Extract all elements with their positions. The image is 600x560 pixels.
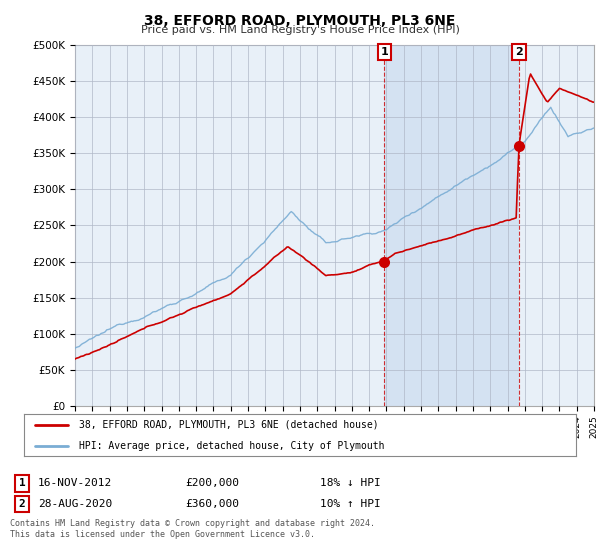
Text: 16-NOV-2012: 16-NOV-2012	[38, 478, 112, 488]
Text: 38, EFFORD ROAD, PLYMOUTH, PL3 6NE: 38, EFFORD ROAD, PLYMOUTH, PL3 6NE	[145, 14, 455, 28]
Text: 38, EFFORD ROAD, PLYMOUTH, PL3 6NE (detached house): 38, EFFORD ROAD, PLYMOUTH, PL3 6NE (deta…	[79, 420, 379, 430]
Text: £360,000: £360,000	[185, 499, 239, 509]
Text: 10% ↑ HPI: 10% ↑ HPI	[320, 499, 381, 509]
Text: £200,000: £200,000	[185, 478, 239, 488]
Text: 2: 2	[515, 47, 523, 57]
Text: Contains HM Land Registry data © Crown copyright and database right 2024.
This d: Contains HM Land Registry data © Crown c…	[10, 520, 375, 539]
Text: 18% ↓ HPI: 18% ↓ HPI	[320, 478, 381, 488]
Text: HPI: Average price, detached house, City of Plymouth: HPI: Average price, detached house, City…	[79, 441, 385, 451]
Text: 1: 1	[19, 478, 25, 488]
Text: 1: 1	[380, 47, 388, 57]
Text: 2: 2	[19, 499, 25, 509]
Bar	[385, 45, 519, 406]
Text: Price paid vs. HM Land Registry's House Price Index (HPI): Price paid vs. HM Land Registry's House …	[140, 25, 460, 35]
Text: 28-AUG-2020: 28-AUG-2020	[38, 499, 112, 509]
